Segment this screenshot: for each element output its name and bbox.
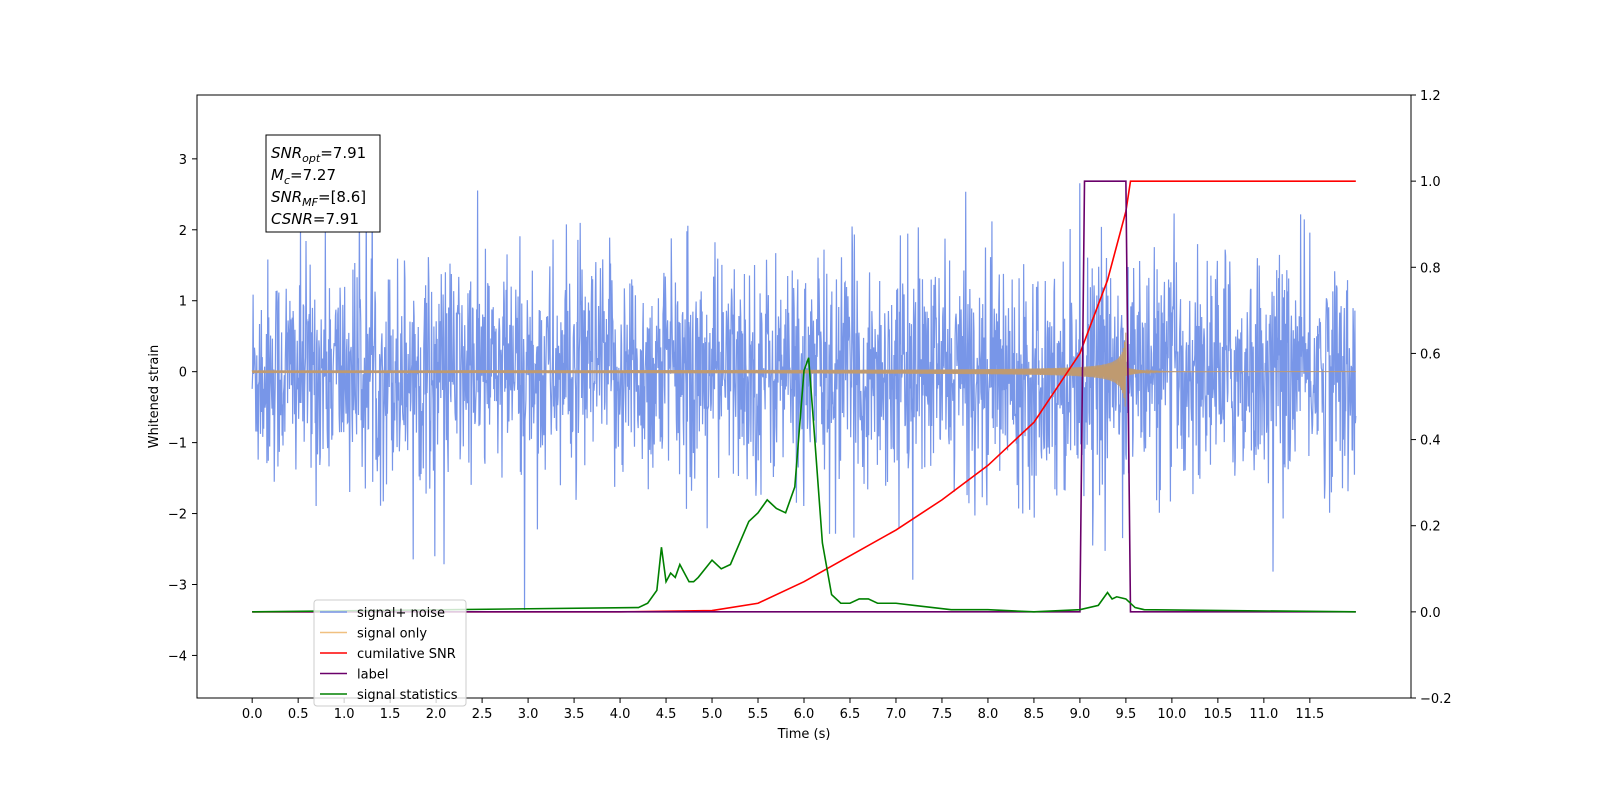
legend: signal+ noise signal only cumilative SNR la…	[313, 599, 467, 707]
y-left-tick-label: −4	[168, 649, 187, 664]
y-right-tick-label: 0.4	[1420, 434, 1441, 449]
legend-entry-label: signal only	[357, 627, 427, 642]
x-tick-label: 11.5	[1295, 707, 1324, 722]
x-tick-label: 4.5	[656, 707, 677, 722]
x-tick-label: 6.5	[840, 707, 861, 722]
y-left-tick-label: −1	[168, 437, 187, 452]
legend-entry-label: cumilative SNR	[357, 647, 456, 662]
x-tick-label: 10.5	[1203, 707, 1232, 722]
x-tick-label: 9.5	[1116, 707, 1137, 722]
x-tick-label: 3.5	[564, 707, 585, 722]
series-signal-statistics-line	[252, 357, 1356, 613]
x-tick-label: 5.5	[748, 707, 769, 722]
annotation-csnr: CSNR=7.91	[271, 210, 359, 228]
y-right-tick-label: 0.2	[1420, 520, 1441, 535]
axes: 0.0 0.5 1.0 1.5 2.0 2.5 3.0 3.5 4.0 4.5 5.0 5.5 6.0 6…	[168, 89, 1452, 722]
y-left-tick-label: 0	[179, 366, 187, 381]
y-right-tick-label: 1.0	[1420, 175, 1441, 190]
y-right-tick-label: −0.2	[1420, 692, 1452, 707]
x-axis-label: Time (s)	[777, 727, 831, 742]
y-right-tick-label: 0.6	[1420, 347, 1441, 362]
x-tick-label: 3.0	[518, 707, 539, 722]
legend-entry-label: label	[357, 668, 388, 683]
y-left-tick-label: 1	[179, 295, 187, 310]
y-right-tick-label: 0.8	[1420, 261, 1441, 276]
x-tick-label: 2.5	[472, 707, 493, 722]
y-left-tick-label: 3	[179, 153, 187, 168]
y-axis-label: Whitened strain	[147, 345, 162, 448]
y-left-tick-label: −3	[168, 578, 187, 593]
y-left-tick-label: 2	[179, 224, 187, 239]
x-tick-label: 7.5	[932, 707, 953, 722]
x-tick-label: 0.5	[288, 707, 309, 722]
legend-frame	[313, 599, 467, 707]
series-cumulative-snr-line	[252, 180, 1356, 613]
annotation-mc: Mc=7.27	[271, 166, 336, 187]
legend-entry-label: signal statistics	[357, 688, 458, 703]
plot-area	[251, 160, 1357, 613]
annotation-snr-mf: SNRMF=[8.6]	[271, 188, 366, 209]
y-right-tick-label: 0.0	[1420, 606, 1441, 621]
legend-entry-label: signal+ noise	[357, 606, 445, 621]
x-tick-label: 10.0	[1157, 707, 1186, 722]
x-tick-label: 2.0	[426, 707, 447, 722]
annotation-snr-opt: SNRopt=7.91	[271, 144, 366, 165]
x-tick-label: 1.0	[334, 707, 355, 722]
annotation-frame	[265, 134, 381, 233]
x-tick-label: 6.0	[794, 707, 815, 722]
x-tick-label: 0.0	[242, 707, 263, 722]
series-signal-plus-noise-line	[251, 160, 1357, 611]
y-left-tick-label: −2	[168, 508, 187, 523]
x-tick-label: 1.5	[380, 707, 401, 722]
y-right-tick-label: 1.2	[1420, 89, 1441, 104]
x-tick-label: 5.0	[702, 707, 723, 722]
x-tick-label: 7.0	[886, 707, 907, 722]
x-tick-label: 8.0	[978, 707, 999, 722]
x-tick-label: 4.0	[610, 707, 631, 722]
x-tick-label: 8.5	[1024, 707, 1045, 722]
x-tick-label: 9.0	[1070, 707, 1091, 722]
x-tick-label: 11.0	[1249, 707, 1278, 722]
series-label-line	[252, 180, 1356, 613]
